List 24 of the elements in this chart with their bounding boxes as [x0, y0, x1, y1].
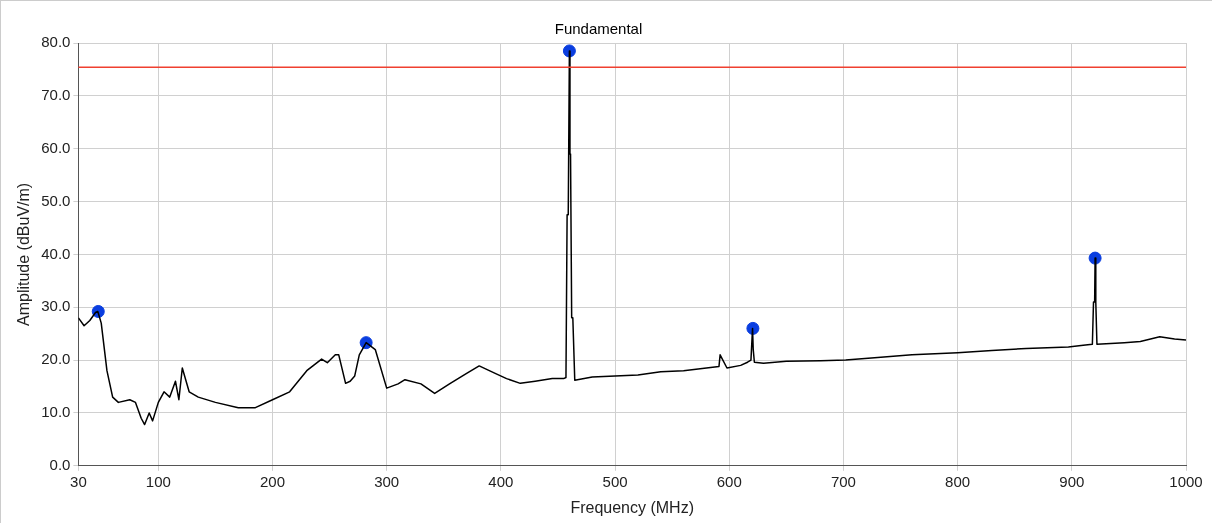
y-axis-title: Amplitude (dBuV/m): [15, 182, 33, 326]
y-tick-label: 0.0: [49, 455, 71, 473]
y-tick-label: 40.0: [41, 244, 71, 262]
chart-title: Fundamental: [554, 20, 643, 38]
point: [746, 321, 760, 335]
x-tick-label: 500: [602, 472, 628, 490]
x-tick-label: 700: [830, 472, 856, 490]
x-tick-label: 200: [260, 472, 286, 490]
y-tick-label: 80.0: [41, 33, 71, 51]
y-tick-label: 70.0: [41, 85, 71, 103]
x-tick-label: 400: [488, 472, 514, 490]
x-tick-label: 30: [70, 472, 87, 490]
x-tick-label: 900: [1059, 472, 1085, 490]
x-tick-label: 600: [716, 472, 742, 490]
x-tick-label: 800: [945, 472, 971, 490]
x-tick-label: 1000: [1169, 472, 1203, 490]
y-tick-label: 10.0: [41, 403, 71, 421]
x-tick-label: 300: [374, 472, 400, 490]
x-axis-title: Frequency (MHz): [570, 498, 694, 516]
y-tick-label: 20.0: [41, 350, 71, 368]
y-tick-label: 30.0: [41, 297, 71, 315]
x-tick-label: 100: [145, 472, 171, 490]
y-tick-label: 50.0: [41, 191, 71, 209]
y-tick-label: 60.0: [41, 138, 71, 156]
